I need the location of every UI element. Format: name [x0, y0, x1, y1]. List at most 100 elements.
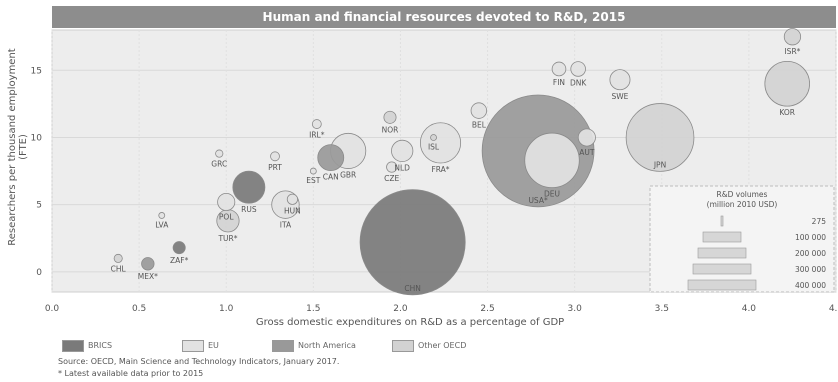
footnote: * Latest available data prior to 2015: [58, 369, 204, 378]
axis-ticks: 0.0 0.5 1.0 1.5 2.0 2.5 3.0 3.5 4.0 4.5 0 5 10 15: [31, 66, 838, 314]
chart-title: Human and financial resources devoted to…: [262, 10, 626, 24]
legend-swatch-north-america: [272, 339, 294, 352]
x-tick-label: 3.5: [655, 304, 669, 314]
bubble-label: BEL: [472, 120, 487, 129]
legend-swatch-other-oecd: [392, 339, 414, 352]
title-bar: [52, 6, 836, 28]
bubble-label: NLD: [394, 164, 410, 173]
bubble-label: ISL: [428, 142, 440, 151]
bubble-label: USA*: [528, 196, 548, 205]
bubble-label: CZE: [384, 174, 399, 183]
bubble-lva: [158, 212, 166, 219]
legend-label-north-america: North America: [298, 341, 356, 350]
bubble-grc: [215, 149, 224, 158]
bubble-nld: [391, 139, 414, 163]
bubble-nor: [383, 110, 397, 124]
x-tick-label: 1.0: [219, 304, 234, 314]
bubble-isl: [430, 134, 437, 141]
size-legend-label: 275: [812, 217, 827, 226]
size-legend-bar: [720, 215, 724, 227]
bubble-can: [317, 144, 345, 172]
size-legend-bar: [702, 231, 742, 243]
bubble-isr: [783, 28, 802, 46]
bubble-label: CHN: [404, 284, 421, 293]
bubble-label: MEX*: [138, 272, 158, 281]
size-legend-subtitle: (million 2010 USD): [707, 200, 778, 209]
bubble-label: SWE: [612, 92, 629, 101]
bubble-label: CAN: [323, 173, 339, 182]
x-tick-label: 4.0: [742, 304, 757, 314]
bubble-bel: [470, 102, 488, 119]
y-axis-label: Researchers per thousand employment (FTE…: [7, 48, 29, 246]
bubble-label: PRT: [268, 163, 282, 172]
bubble-label: NOR: [382, 125, 399, 134]
bubble-prt: [270, 151, 280, 162]
x-tick-label: 1.5: [306, 304, 320, 314]
legend-label-other-oecd: Other OECD: [418, 341, 467, 350]
bubble-est: [309, 167, 317, 175]
size-legend-box: [649, 185, 835, 293]
bubble-deu: [524, 132, 580, 188]
bubble-label: TUR*: [217, 234, 237, 243]
bubble-chn: [359, 189, 466, 296]
x-tick-label: 0.0: [45, 304, 60, 314]
legend-label-eu: EU: [208, 341, 219, 350]
x-tick-label: 2.0: [393, 304, 408, 314]
size-legend-bar: [687, 279, 757, 291]
bubble-label: FIN: [553, 78, 565, 87]
bubble-irl: [311, 119, 322, 129]
bubble-label: KOR: [779, 108, 795, 117]
bubble-zaf: [172, 241, 186, 255]
size-legend-bar: [697, 247, 747, 259]
y-tick-label: 5: [36, 201, 42, 211]
y-tick-label: 15: [31, 66, 42, 76]
legend: BRICS EU North America Other OECD: [62, 339, 836, 353]
bubble-label: DEU: [544, 190, 560, 199]
x-tick-label: 2.5: [480, 304, 494, 314]
bubble-pol: [217, 192, 236, 212]
bubble-chl: [113, 253, 123, 263]
size-legend-label: 300 000: [795, 265, 826, 274]
size-legend-label: 100 000: [795, 233, 826, 242]
bubble-hun: [286, 193, 299, 205]
legend-item-north-america: North America: [272, 339, 356, 353]
bubble-cze: [386, 161, 398, 173]
legend-item-brics: BRICS: [62, 339, 112, 353]
bubble-label: ISR*: [784, 47, 800, 56]
bubble-fra: [419, 122, 462, 164]
legend-label-brics: BRICS: [88, 341, 113, 350]
legend-swatch-brics: [62, 339, 84, 352]
size-legend-label: 200 000: [795, 249, 826, 258]
source-note: Source: OECD, Main Science and Technolog…: [58, 357, 340, 366]
bubble-labels: CHL MEX* ZAF* LVA TUR* POL RUS GRC PRT HUN ITA EST I…: [111, 47, 801, 293]
size-legend-label: 400 000: [795, 281, 826, 290]
bubble-label: GBR: [340, 171, 356, 180]
bubble-label: JPN: [653, 160, 666, 169]
bubble-rus: [232, 170, 266, 204]
x-axis-label: Gross domestic expenditures on R&D as a …: [255, 317, 565, 328]
bubble-swe: [609, 69, 631, 91]
x-tick-label: 3.0: [568, 304, 583, 314]
bubble-label: GRC: [211, 159, 227, 168]
legend-swatch-eu: [182, 339, 204, 352]
size-legend-title: R&D volumes: [717, 190, 768, 199]
legend-item-eu: EU: [182, 339, 219, 353]
bubble-jpn: [625, 103, 695, 172]
bubble-aut: [577, 128, 596, 147]
bubble-label: RUS: [241, 205, 257, 214]
bubble-label: FRA*: [431, 165, 449, 174]
size-legend: R&D volumes(million 2010 USD) 275 100 000 2…: [649, 185, 835, 293]
bubble-label: AUT: [579, 148, 595, 157]
bubble-label: ITA: [280, 220, 292, 229]
y-tick-label: 10: [31, 133, 43, 143]
bubble-dnk: [570, 61, 586, 77]
x-tick-label: 0.5: [132, 304, 146, 314]
bubble-label: POL: [219, 213, 234, 222]
bubble-kor: [764, 60, 810, 107]
legend-item-other-oecd: Other OECD: [392, 339, 466, 353]
x-tick-label: 4.5: [829, 304, 838, 314]
size-legend-bar: [692, 263, 752, 275]
bubble-label: LVA: [155, 220, 169, 229]
bubble-label: ZAF*: [170, 256, 189, 265]
